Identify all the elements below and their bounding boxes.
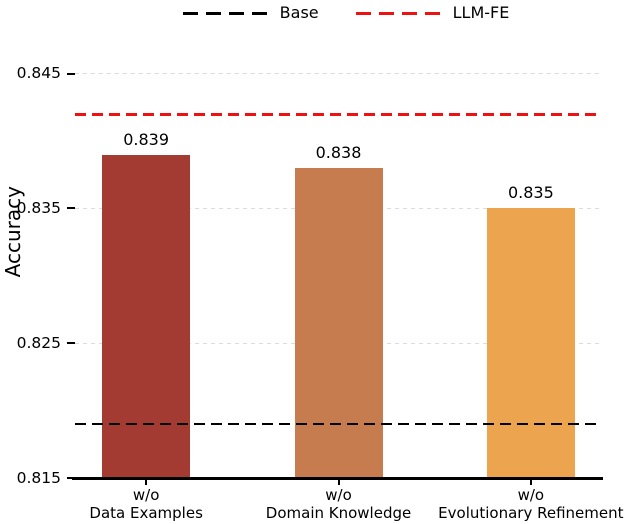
x-tick-label: w/o Evolutionary Refinement — [438, 486, 624, 522]
y-tick-label: 0.815 — [16, 468, 61, 487]
reference-line-base — [75, 422, 602, 426]
bar — [294, 168, 383, 478]
x-tick-label: w/o Data Examples — [89, 486, 203, 522]
legend-item-base: Base — [182, 3, 319, 22]
bar-value-label: 0.838 — [315, 143, 362, 163]
x-tick-mark — [529, 479, 532, 485]
y-tick-mark — [67, 207, 75, 210]
x-tick-label: w/o Domain Knowledge — [265, 486, 412, 522]
bar-value-label: 0.839 — [123, 129, 170, 149]
plot-area: 0.815 0.825 0.835 0.845 0.839 w/o Data Exampl… — [17, 40, 624, 522]
bar — [102, 154, 191, 478]
reference-line-llmfe — [75, 112, 602, 116]
llmfe-dashed-line-swatch — [355, 11, 440, 15]
chart-legend: Base LLM-FE — [31, 1, 630, 25]
bar — [486, 208, 575, 478]
legend-label-llmfe: LLM-FE — [452, 3, 510, 22]
x-tick-mark — [337, 479, 340, 485]
y-tick-mark — [67, 477, 75, 479]
y-tick-label: 0.845 — [16, 64, 61, 83]
x-axis-line — [72, 476, 603, 480]
y-tick-label: 0.835 — [16, 198, 61, 217]
gridline — [75, 73, 602, 75]
y-tick-mark — [67, 72, 75, 75]
bar-value-label: 0.835 — [507, 183, 554, 203]
y-tick-mark — [67, 342, 75, 345]
x-tick-mark — [145, 479, 148, 485]
legend-label-base: Base — [279, 3, 319, 22]
legend-item-llmfe: LLM-FE — [355, 3, 510, 22]
y-tick-label: 0.825 — [16, 333, 61, 352]
base-dashed-line-swatch — [182, 11, 267, 15]
